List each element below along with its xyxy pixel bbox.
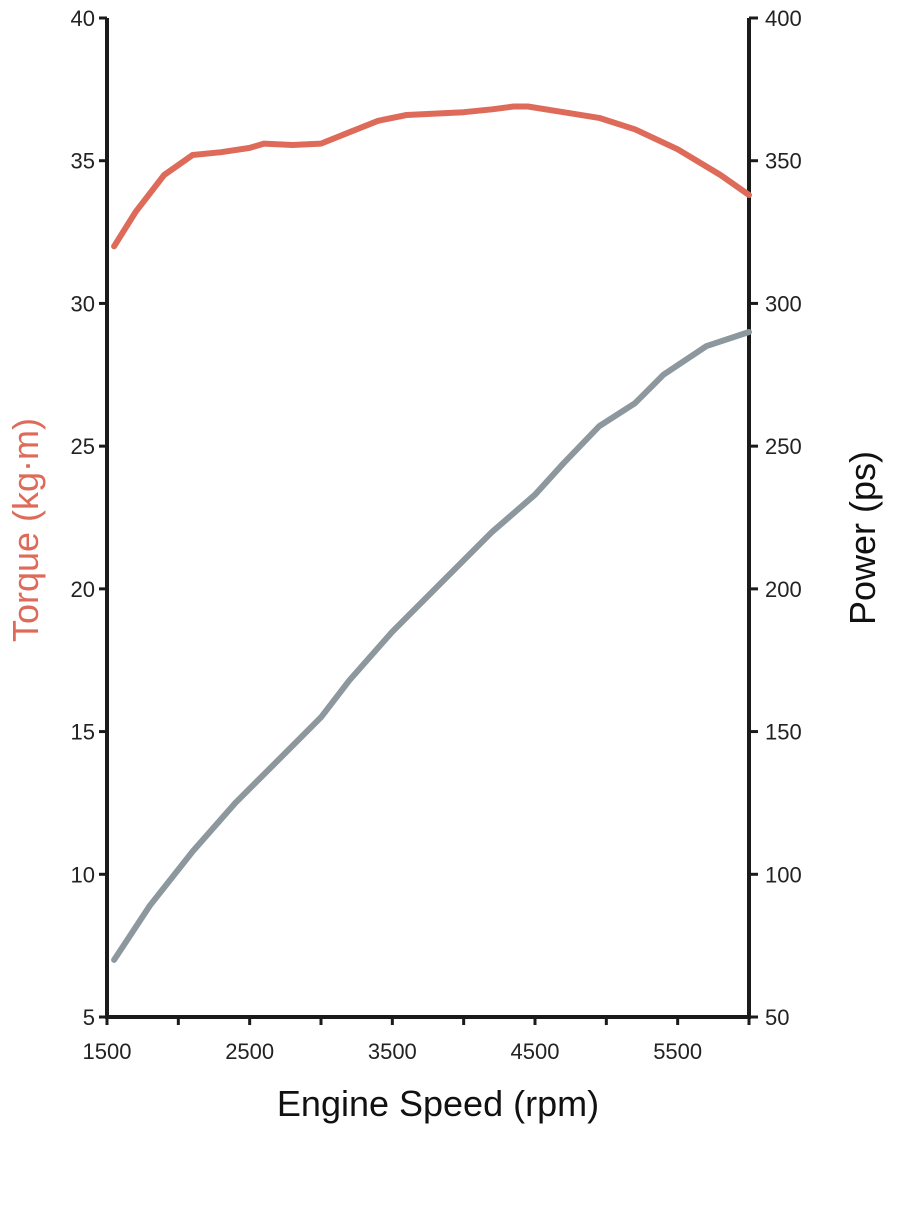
series-lines	[111, 103, 752, 963]
y-left-tick-label: 30	[71, 291, 95, 316]
power-series-line	[111, 329, 752, 963]
y-left-tick-label: 25	[71, 434, 95, 459]
y-right-tick-label: 100	[765, 862, 802, 887]
y-right-tick-label: 50	[765, 1005, 789, 1030]
y-right-tick-label: 350	[765, 149, 802, 174]
tick-labels: 1500 2500 3500 4500 5500 5 10 15 20 25 30 35 40 50 100…	[71, 6, 802, 1064]
torque-series-line	[111, 103, 752, 250]
x-tick-label: 4500	[511, 1039, 560, 1064]
x-tick-label: 2500	[225, 1039, 274, 1064]
x-axis-title: Engine Speed (rpm)	[277, 1083, 599, 1124]
y-left-axis-title: Torque (kg·m)	[5, 418, 46, 642]
axes	[99, 16, 758, 1025]
y-left-tick-label: 35	[71, 149, 95, 174]
y-right-tick-label: 150	[765, 720, 802, 745]
y-left-tick-label: 40	[71, 6, 95, 31]
y-right-tick-label: 200	[765, 577, 802, 602]
x-tick-label: 1500	[83, 1039, 132, 1064]
y-left-tick-label: 20	[71, 577, 95, 602]
x-tick-label: 5500	[653, 1039, 702, 1064]
y-right-tick-label: 300	[765, 291, 802, 316]
y-right-tick-label: 250	[765, 434, 802, 459]
y-left-tick-label: 5	[83, 1005, 95, 1030]
y-right-axis-title: Power (ps)	[842, 451, 883, 625]
y-left-tick-label: 10	[71, 862, 95, 887]
x-tick-label: 3500	[368, 1039, 417, 1064]
y-left-tick-label: 15	[71, 720, 95, 745]
y-right-tick-label: 400	[765, 6, 802, 31]
